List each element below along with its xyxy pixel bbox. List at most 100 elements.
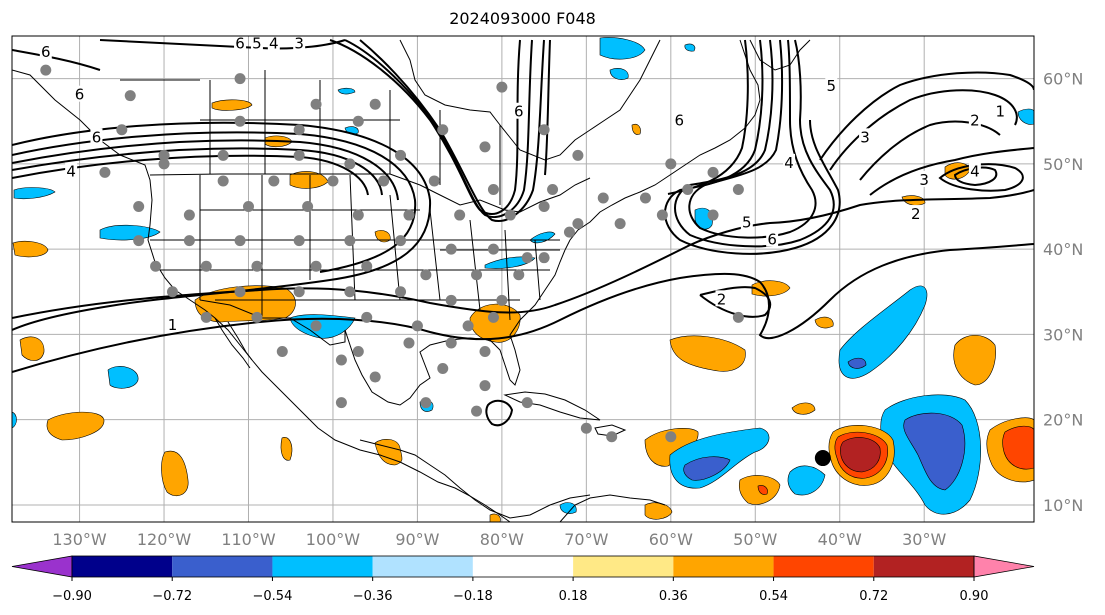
station-dot <box>293 124 305 136</box>
shade-cyan <box>107 366 139 389</box>
shade-cyan <box>13 187 56 200</box>
station-dot <box>251 311 263 323</box>
shade-cyan <box>684 43 696 52</box>
shade-red <box>757 485 768 495</box>
station-dot <box>40 64 52 76</box>
contour-label: 6 <box>75 86 85 104</box>
station-dot <box>378 175 390 187</box>
latitude-tick-label: 20°N <box>1043 411 1083 430</box>
contour-line <box>819 71 1034 161</box>
station-dot <box>732 311 744 323</box>
contour-line <box>674 39 835 248</box>
station-dot <box>217 175 229 187</box>
station-dot <box>395 149 407 161</box>
shade-orange <box>19 336 45 361</box>
station-dot <box>395 235 407 247</box>
station-dot <box>234 73 246 85</box>
station-dot <box>707 166 719 178</box>
shade-orange <box>669 335 746 372</box>
colorbar-tick-label: −0.36 <box>353 589 393 604</box>
coastlines <box>12 39 811 522</box>
station-dot <box>462 320 474 332</box>
contours <box>12 39 1034 427</box>
contour-label: 5 <box>252 35 262 53</box>
station-dot <box>150 260 162 272</box>
station-dot <box>268 175 280 187</box>
contour-label-bg <box>250 34 263 51</box>
shade-cyan <box>599 37 646 60</box>
contour-label: 5 <box>742 214 752 232</box>
station-dot <box>344 158 356 170</box>
station-dot <box>682 183 694 195</box>
station-dot <box>471 405 483 417</box>
station-dot <box>200 260 212 272</box>
contour-label-bg <box>73 85 86 102</box>
shade-orange <box>46 411 105 441</box>
coastline-central-america <box>359 439 591 519</box>
latitude-tick-label: 40°N <box>1043 240 1083 259</box>
station-dot <box>547 183 559 195</box>
contour-label: 4 <box>970 162 980 180</box>
station-dot <box>158 158 170 170</box>
contour-line <box>344 39 533 218</box>
station-dot <box>242 201 254 213</box>
contour-label: 1 <box>995 103 1005 121</box>
station-dot <box>158 149 170 161</box>
contour-label: 4 <box>66 162 76 180</box>
longitude-tick-label: 110°W <box>221 530 276 549</box>
coastline-south-america <box>559 494 666 522</box>
station-dot <box>606 431 618 443</box>
shade-cyan <box>1017 108 1034 125</box>
colorbar-segment <box>272 556 373 577</box>
map-frame <box>11 35 1035 523</box>
coastline-east <box>564 39 761 251</box>
station-dot <box>166 286 178 298</box>
station-dot <box>200 311 212 323</box>
contour-line <box>544 39 551 176</box>
contour-line <box>12 147 383 196</box>
colorbar-segment <box>472 556 574 577</box>
contour-label: 2 <box>911 205 921 223</box>
station-dot <box>572 149 584 161</box>
station-dot <box>183 209 195 221</box>
latitude-tick-label: 10°N <box>1043 496 1083 515</box>
station-dot <box>479 345 491 357</box>
station-dot <box>133 201 145 213</box>
station-dot <box>124 90 136 102</box>
contour-label: 6 <box>767 231 777 249</box>
shade-orange <box>791 402 816 415</box>
station-dot <box>639 192 651 204</box>
station-dot <box>116 124 128 136</box>
station-dot <box>665 158 677 170</box>
map-title: 2024093000 F048 <box>449 9 596 28</box>
colorbar-tick-label: 0.90 <box>960 589 989 604</box>
shade-orange <box>489 513 501 522</box>
latitude-tick-label: 60°N <box>1043 70 1083 89</box>
station-dot <box>361 260 373 272</box>
contour-line <box>859 120 1001 181</box>
contour-label-bg <box>166 315 179 332</box>
colorbar-tick-label: 0.18 <box>559 589 588 604</box>
shade-orange <box>631 123 641 135</box>
longitude-tick-label: 130°W <box>52 530 107 549</box>
colorbar-extend-low <box>11 555 73 578</box>
station-dot <box>403 337 415 349</box>
colorbar-tick-label: 0.54 <box>759 589 788 604</box>
station-dot <box>656 209 668 221</box>
station-dot <box>217 149 229 161</box>
colorbar-tick-label: 0.72 <box>859 589 888 604</box>
shade-cyan <box>337 87 356 95</box>
station-dot <box>310 260 322 272</box>
contour-label: 6 <box>235 35 245 53</box>
station-dot <box>310 98 322 110</box>
station-dot <box>310 320 322 332</box>
contour-line <box>12 49 101 71</box>
contour-label-bg <box>740 213 753 230</box>
station-dot <box>572 218 584 230</box>
contour-label: 6 <box>92 128 102 146</box>
shade-blue <box>683 456 731 481</box>
station-dot <box>420 269 432 281</box>
contour-line <box>485 399 514 427</box>
latitude-tick-label: 50°N <box>1043 155 1083 174</box>
